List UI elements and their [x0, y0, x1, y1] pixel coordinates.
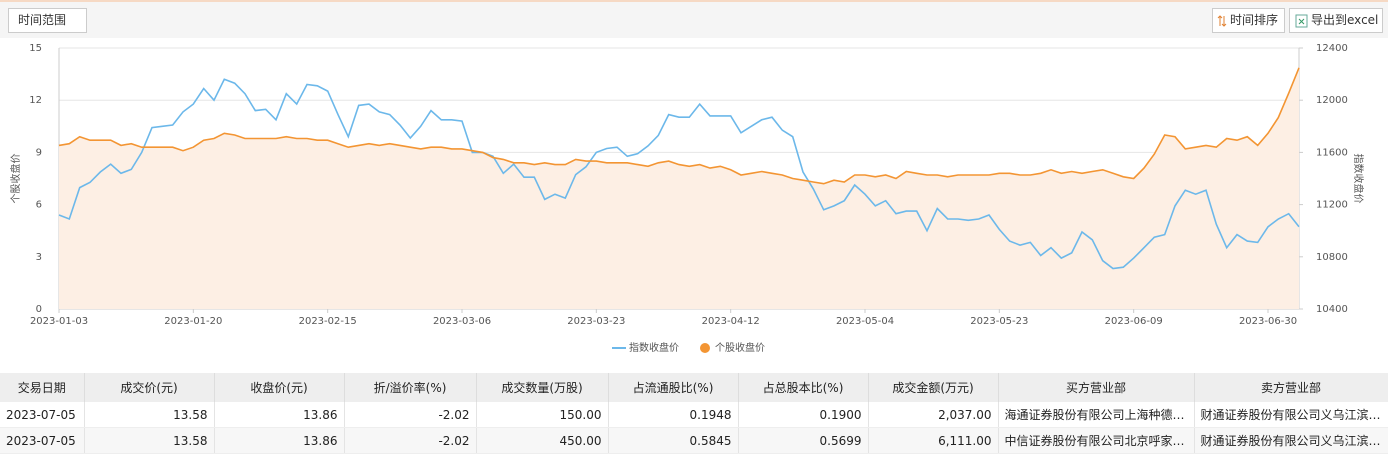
chart: 0 3 6 9 12 15 10400 10800 11200 11600 12000 12400 20… — [9, 43, 1365, 354]
header-row: 交易日期 成交价(元) 收盘价(元) 折/溢价率(%) 成交数量(万股) 占流通股比(%)… — [0, 373, 1388, 402]
excel-icon — [1295, 14, 1308, 28]
x-tick-label: 2023-02-15 — [299, 316, 357, 327]
column-header: 交易日期 — [0, 373, 85, 402]
column-header: 成交价(元) — [84, 373, 215, 402]
export-button[interactable]: 导出到excel — [1289, 8, 1383, 33]
data-table: 交易日期 成交价(元) 收盘价(元) 折/溢价率(%) 成交数量(万股) 占流通股比(%)… — [0, 373, 1388, 454]
y2-tick-label: 10400 — [1316, 304, 1348, 315]
table-row: 2023-07-05 13.58 13.86 -2.02 150.00 0.1948 0.1… — [0, 402, 1388, 428]
y-axis-title: 个股收盘价 — [9, 154, 22, 204]
x-tick-label: 2023-05-23 — [970, 316, 1028, 327]
x-tick-label: 2023-03-23 — [567, 316, 625, 327]
column-header: 成交金额(万元) — [868, 373, 999, 402]
table-cell: 财通证券股份有限公司义乌江滨… — [1194, 402, 1388, 428]
y-tick-label: 15 — [29, 43, 42, 54]
column-header: 成交数量(万股) — [476, 373, 609, 402]
legend-label: 指数收盘价 — [629, 341, 679, 354]
y-tick-label: 3 — [36, 252, 42, 263]
x-tick-label: 2023-01-03 — [30, 316, 88, 327]
table-cell: 0.1948 — [608, 402, 739, 428]
legend-label: 个股收盘价 — [715, 341, 765, 354]
legend-symbol — [700, 343, 710, 353]
y2-tick-label: 12000 — [1316, 95, 1348, 106]
toolbar: 时间范围 时间排序 导出到excel — [0, 0, 1388, 38]
table-cell: 0.1900 — [738, 402, 869, 428]
time-range-button[interactable]: 时间范围 — [8, 8, 87, 33]
column-header: 收盘价(元) — [214, 373, 345, 402]
y-tick-label: 0 — [36, 304, 42, 315]
x-tick-label: 2023-01-20 — [164, 316, 222, 327]
sort-button[interactable]: 时间排序 — [1212, 8, 1285, 33]
x-tick-label: 2023-06-09 — [1105, 316, 1163, 327]
table-cell: 2023-07-05 — [0, 427, 85, 454]
y2-tick-label: 11200 — [1316, 200, 1348, 211]
x-tick-label: 2023-05-04 — [836, 316, 894, 327]
column-header: 折/溢价率(%) — [344, 373, 477, 402]
column-header: 占流通股比(%) — [608, 373, 739, 402]
table-cell: 2,037.00 — [868, 402, 999, 428]
table-cell: 450.00 — [476, 427, 609, 454]
sort-label: 时间排序 — [1230, 13, 1279, 27]
area-fill — [59, 67, 1299, 309]
table-cell: 海通证券股份有限公司上海种德… — [998, 402, 1195, 428]
column-header: 买方营业部 — [998, 373, 1195, 402]
y2-tick-label: 12400 — [1316, 43, 1348, 54]
column-header: 占总股本比(%) — [738, 373, 869, 402]
column-header: 卖方营业部 — [1194, 373, 1388, 402]
line — [58, 78, 1300, 270]
table-cell: 13.58 — [84, 402, 215, 428]
export-label: 导出到excel — [1311, 13, 1379, 27]
line — [58, 67, 1300, 185]
y-tick-label: 6 — [36, 200, 42, 211]
x-tick-label: 2023-03-06 — [433, 316, 491, 327]
y2-tick-label: 11600 — [1316, 147, 1348, 158]
y-tick-label: 9 — [36, 147, 42, 158]
x-tick-label: 2023-04-12 — [702, 316, 760, 327]
y-tick-label: 12 — [29, 95, 42, 106]
table-cell: -2.02 — [344, 402, 477, 428]
y2-axis-title: 指数收盘价 — [1352, 154, 1365, 204]
sort-icon — [1217, 15, 1227, 27]
y2-tick-label: 10800 — [1316, 252, 1348, 263]
table-cell: 150.00 — [476, 402, 609, 428]
x-tick-label: 2023-06-30 — [1239, 316, 1297, 327]
table-cell: 13.86 — [214, 402, 345, 428]
table-cell: 2023-07-05 — [0, 402, 85, 428]
table-cell: 财通证券股份有限公司义乌江滨… — [1194, 427, 1388, 454]
